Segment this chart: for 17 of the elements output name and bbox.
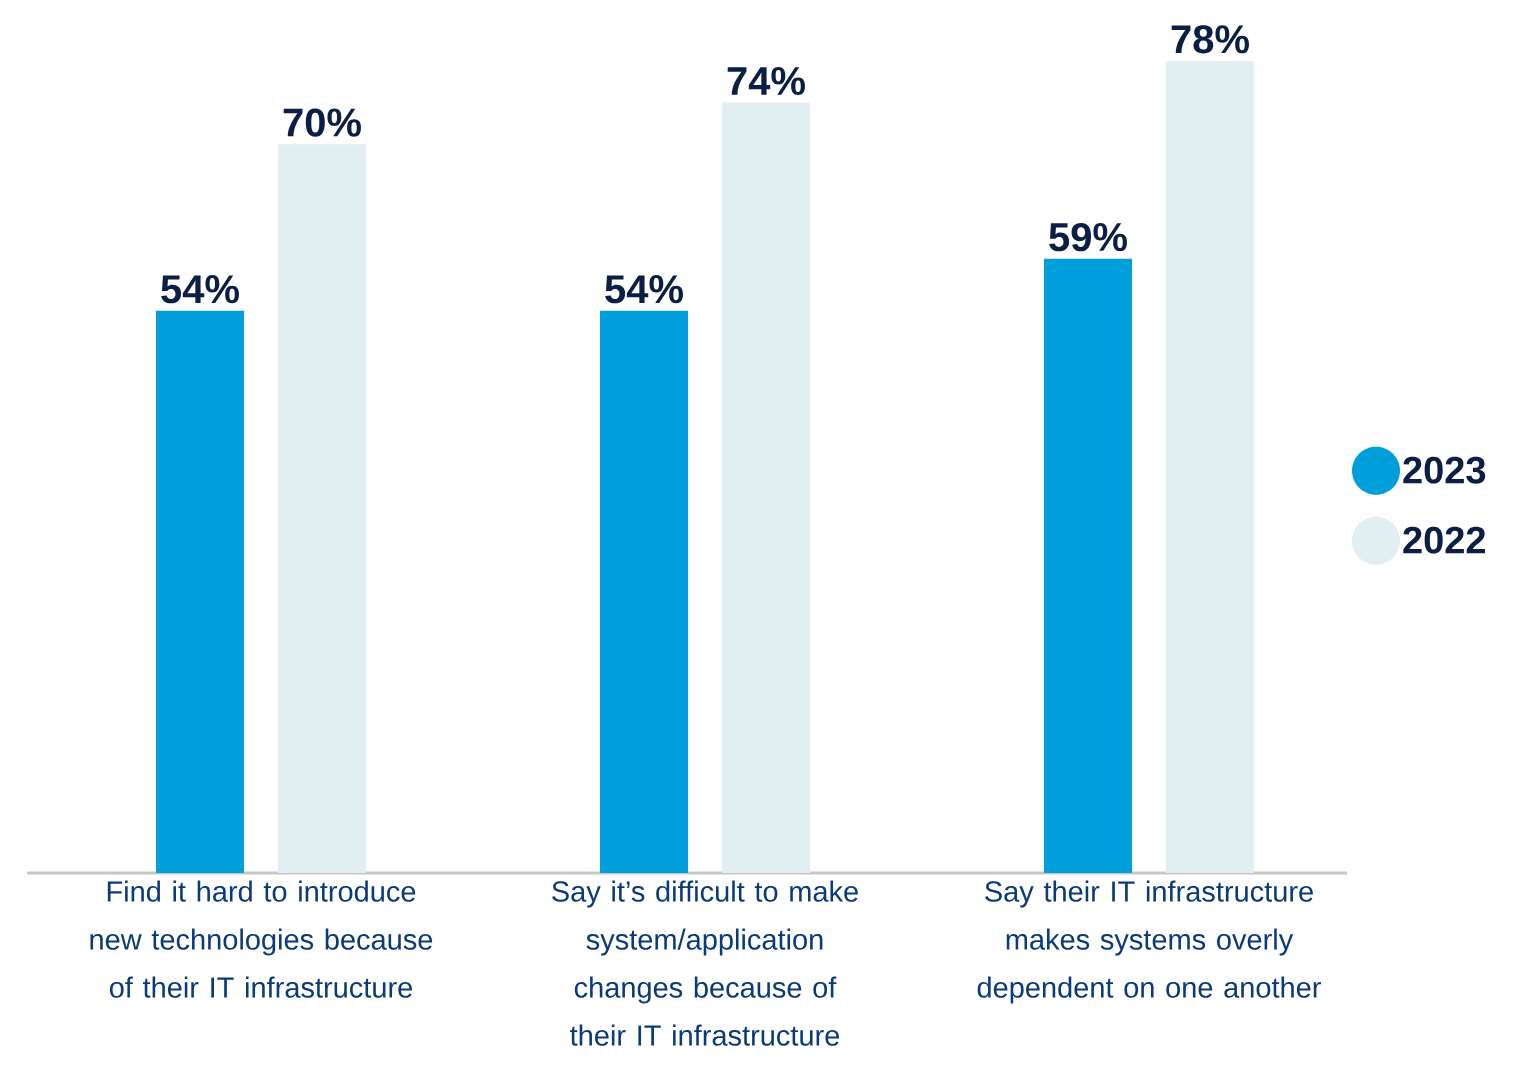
legend-label: 2023 <box>1403 456 1486 484</box>
data-label: 74% <box>727 66 805 96</box>
x-tick-label: Find it hard to introduce new technologies because of their IT infrastructure <box>90 880 433 998</box>
data-label: 54% <box>161 275 239 304</box>
x-tick-label: Say it’s difficult to make system/application changes because of their IT infrastructure <box>552 880 858 1046</box>
data-label: 54% <box>605 275 683 304</box>
bar <box>156 310 245 873</box>
data-label: 70% <box>283 108 361 137</box>
bar <box>278 144 367 873</box>
x-tick-label: Say their IT infrastructure makes systems overly dependent on one another <box>977 880 1321 1004</box>
legend-label: 2022 <box>1403 526 1486 554</box>
data-label: 78% <box>1171 25 1249 54</box>
bar <box>600 310 689 873</box>
bar <box>722 102 811 873</box>
bar <box>1166 60 1255 873</box>
data-label: 59% <box>1049 222 1127 252</box>
bar <box>1044 258 1133 873</box>
